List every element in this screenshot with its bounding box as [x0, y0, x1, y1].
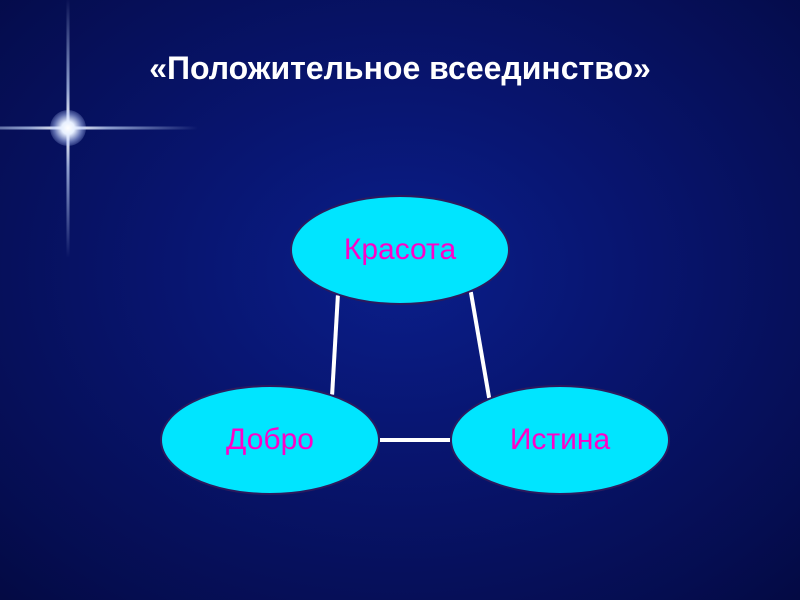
node-left: Добро [160, 385, 380, 495]
node-right: Истина [450, 385, 670, 495]
edge-top-right [471, 292, 489, 398]
node-top: Красота [290, 195, 510, 305]
node-top-label: Красота [344, 233, 456, 267]
edge-top-left [332, 295, 338, 394]
node-left-label: Добро [226, 423, 314, 457]
node-right-label: Истина [510, 423, 610, 457]
